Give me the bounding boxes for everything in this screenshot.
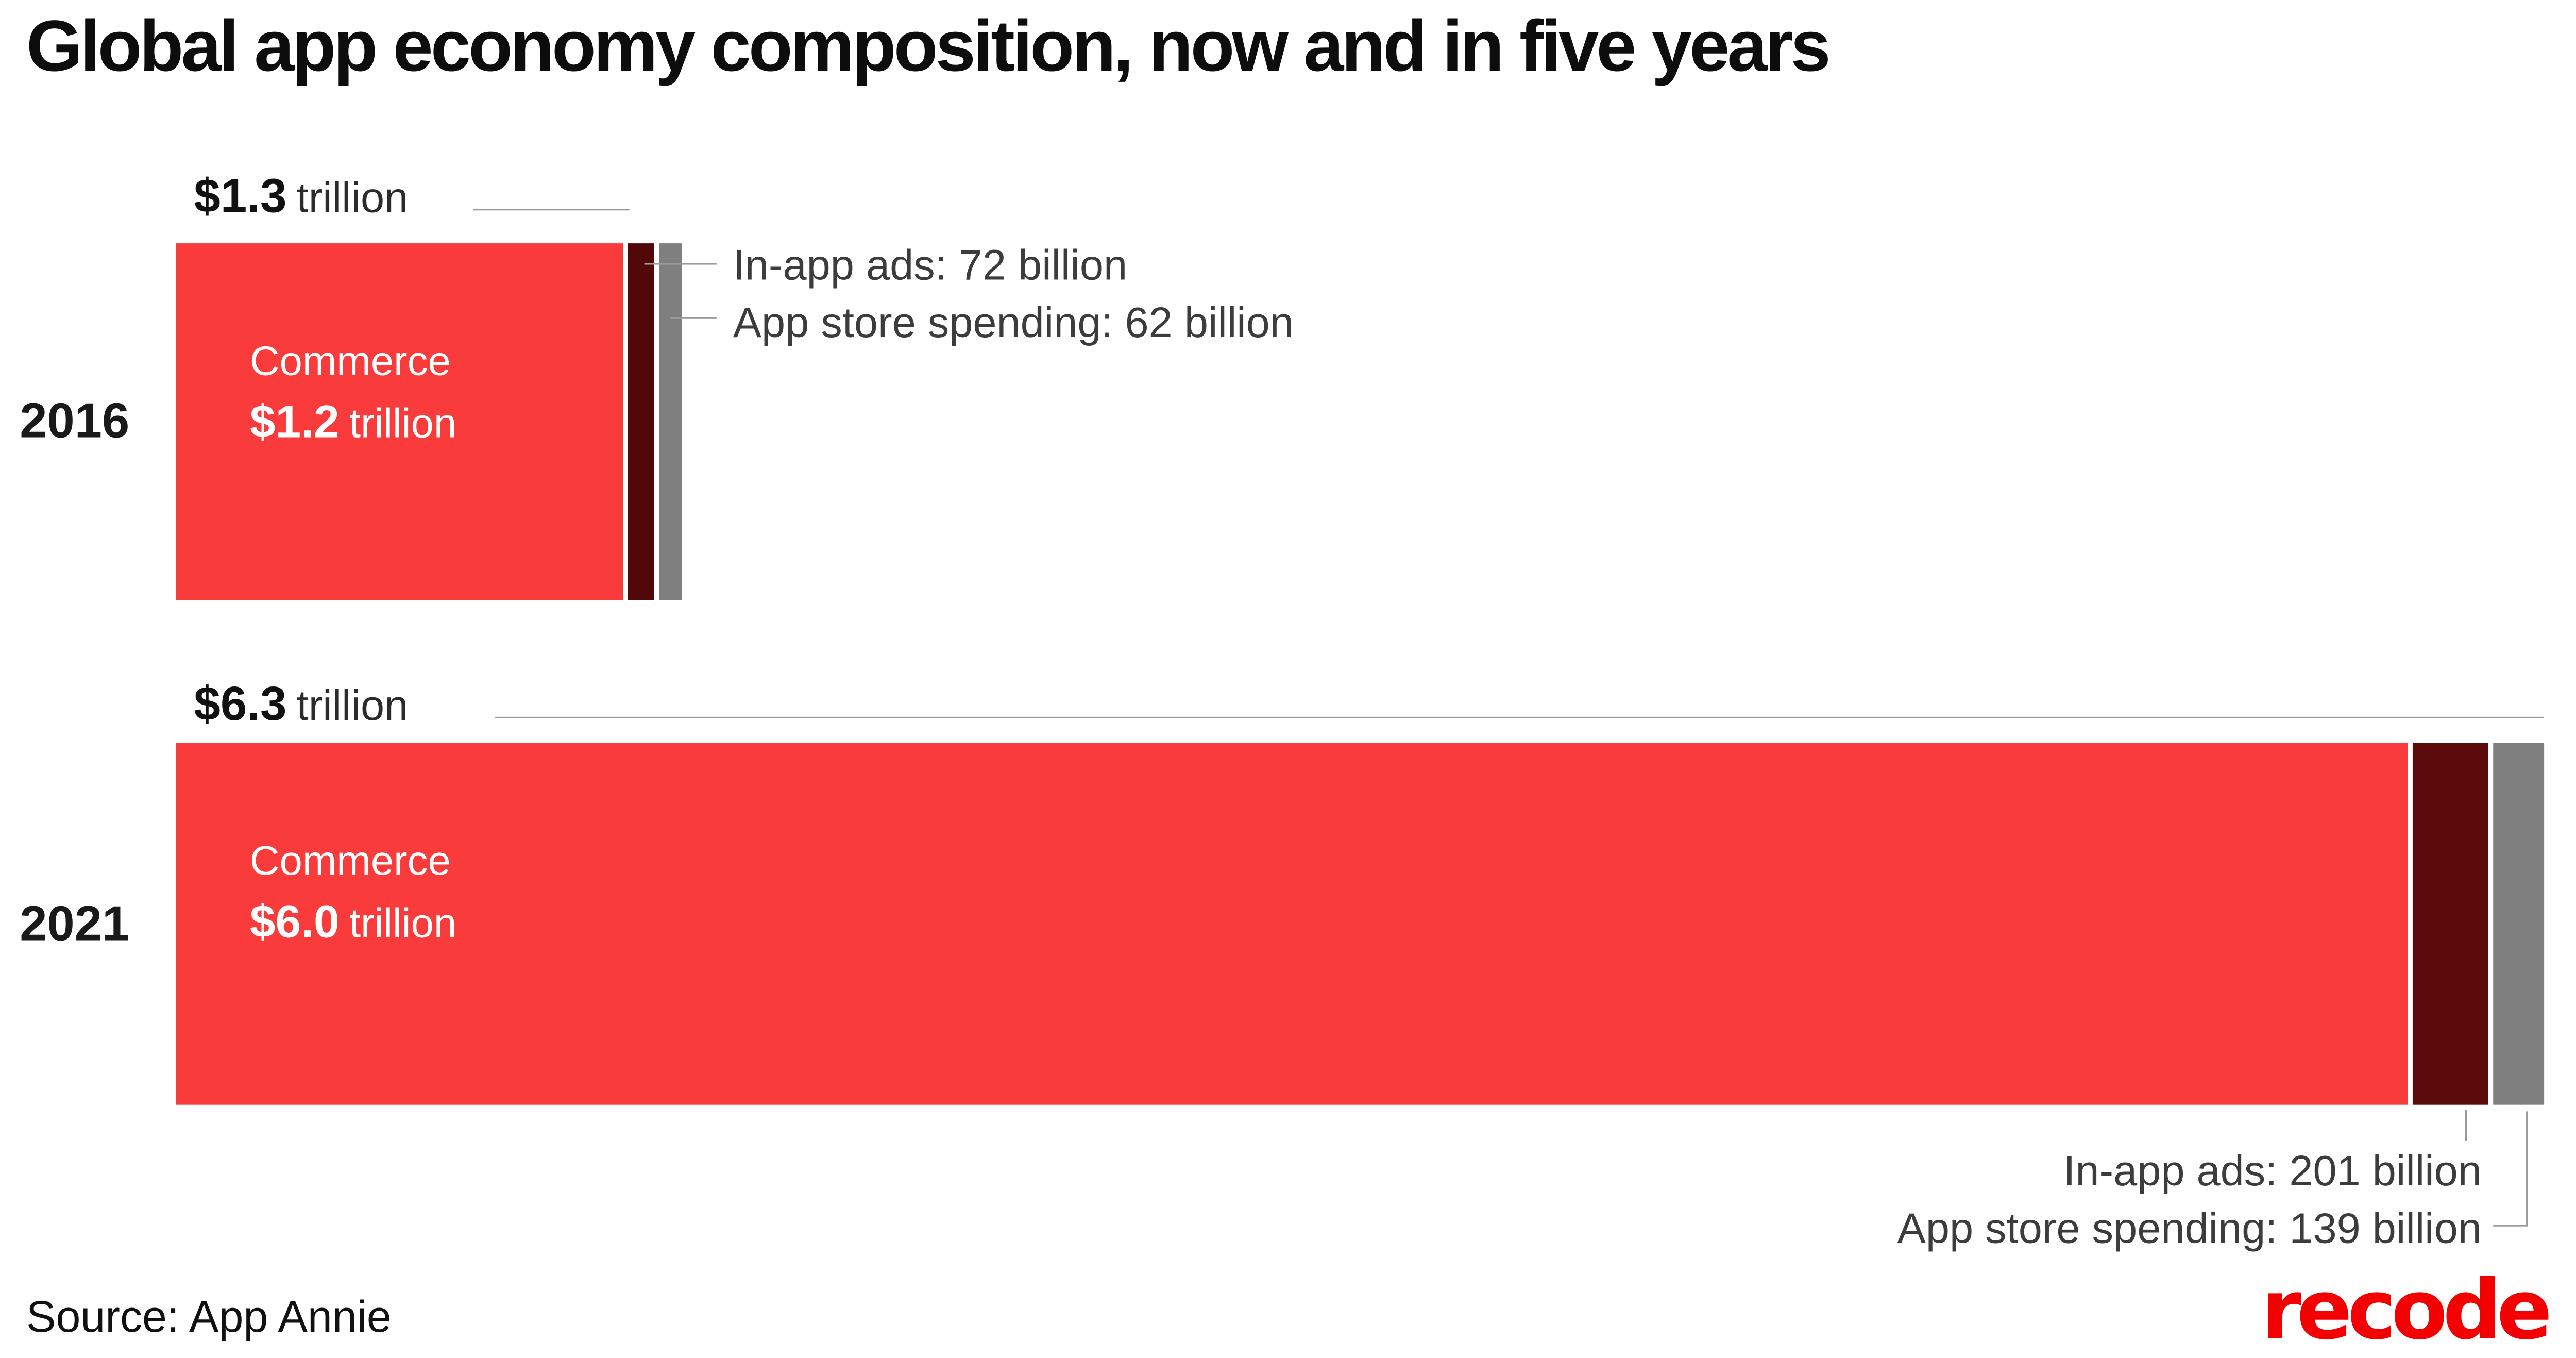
callout-app-store-2016: App store spending: 62 billion bbox=[733, 297, 1294, 347]
callout-app-store-2021: App store spending: 139 billion bbox=[1897, 1203, 2482, 1253]
total-label-2016: $1.3 trillion bbox=[194, 171, 408, 225]
bar-inside-label-2021: Commerce $6.0 trillion bbox=[176, 743, 2408, 949]
bar-segment-commerce-2016: Commerce $1.2 trillion bbox=[176, 243, 622, 600]
callout-line-app-store-2021-v bbox=[2526, 1111, 2528, 1227]
commerce-unit-2016: trillion bbox=[349, 401, 457, 447]
stacked-bar-2021: Commerce $6.0 trillion bbox=[176, 743, 2545, 1105]
bar-segment-inapp-ads-2016 bbox=[627, 243, 654, 600]
callout-line-app-store-2016 bbox=[670, 317, 717, 319]
recode-logo: recode bbox=[2261, 1262, 2552, 1358]
commerce-value-2016: $1.2 bbox=[249, 396, 340, 447]
total-value-2021: $6.3 bbox=[194, 679, 287, 732]
bar-segment-inapp-ads-2021 bbox=[2413, 743, 2488, 1105]
bar-segment-app-store-2016 bbox=[658, 243, 682, 600]
callout-inapp-ads-2021: In-app ads: 201 billion bbox=[2063, 1146, 2482, 1196]
commerce-value-2021: $6.0 bbox=[249, 896, 340, 947]
axis-label-year-2021: 2021 bbox=[20, 897, 130, 952]
callout-line-inapp-ads-2016 bbox=[644, 263, 717, 265]
bar-segment-commerce-2021: Commerce $6.0 trillion bbox=[176, 743, 2408, 1105]
total-unit-2021: trillion bbox=[296, 680, 409, 730]
commerce-unit-2021: trillion bbox=[349, 901, 457, 947]
total-label-2021: $6.3 trillion bbox=[194, 679, 408, 733]
bar-inside-label-2016: Commerce $1.2 trillion bbox=[176, 243, 622, 449]
total-pointer-line-2021 bbox=[495, 716, 2545, 719]
total-pointer-line-2016 bbox=[473, 209, 630, 211]
bar-segment-app-store-2021 bbox=[2492, 743, 2545, 1105]
stacked-bar-2016: Commerce $1.2 trillion bbox=[176, 243, 682, 600]
total-value-2016: $1.3 bbox=[194, 171, 287, 224]
commerce-label-2016: Commerce bbox=[249, 339, 451, 385]
callout-line-app-store-2021-h bbox=[2493, 1225, 2527, 1227]
source-note: Source: App Annie bbox=[26, 1292, 392, 1342]
commerce-label-2021: Commerce bbox=[249, 838, 451, 885]
axis-label-year-2016: 2016 bbox=[20, 394, 130, 449]
chart-title: Global app economy composition, now and … bbox=[26, 6, 1831, 88]
total-unit-2016: trillion bbox=[296, 172, 409, 222]
callout-inapp-ads-2016: In-app ads: 72 billion bbox=[733, 240, 1128, 290]
callout-line-inapp-ads-2021 bbox=[2465, 1110, 2467, 1141]
